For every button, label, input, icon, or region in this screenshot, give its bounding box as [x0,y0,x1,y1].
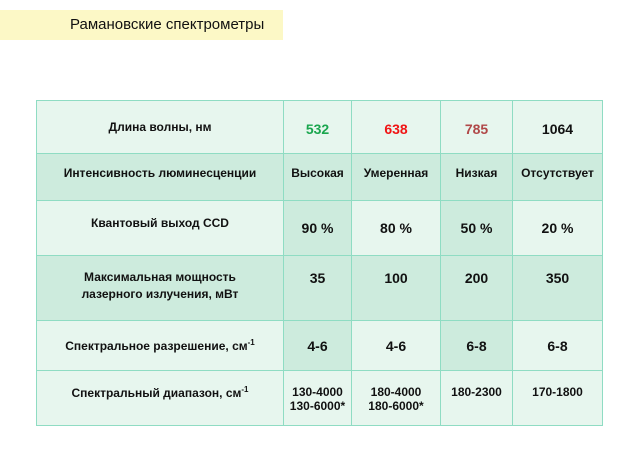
row-label: Максимальная мощность лазерного излучения… [36,255,284,321]
cell: 6-8 [512,320,603,371]
cell: Низкая [440,153,513,201]
table-row: Спектральный диапазон, см-1 130-4000 130-… [36,370,603,426]
range-line: 130-6000* [289,399,346,413]
table-row: Интенсивность люминесценции Высокая Умер… [36,153,603,201]
cell: Высокая [283,153,352,201]
cell: 180-2300 [440,370,513,426]
cell: 785 [440,100,513,154]
row-label: Спектральный диапазон, см-1 [36,370,284,426]
cell: 35 [283,255,352,321]
range-line: 180-6000* [368,399,424,413]
table-row: Спектральное разрешение, см-1 4-6 4-6 6-… [36,320,603,371]
cell: Умеренная [351,153,441,201]
label-line: Максимальная мощность [84,270,236,284]
table-row: Длина волны, нм 532 638 785 1064 [36,100,603,154]
cell: 638 [351,100,441,154]
label-text: Спектральный диапазон, см [71,386,242,400]
range-line: 130-4000 [292,385,343,399]
slide-title: Рамановские спектрометры [70,16,265,33]
label-line: лазерного излучения, мВт [81,287,239,301]
cell: 4-6 [351,320,441,371]
table-row: Максимальная мощность лазерного излучения… [36,255,603,321]
cell: 170-1800 [512,370,603,426]
table-row: Квантовый выход CCD 90 % 80 % 50 % 20 % [36,200,603,256]
cell: 20 % [512,200,603,256]
range-line: 180-4000 [370,385,422,399]
cell: 130-4000 130-6000* [283,370,352,426]
label-sup: -1 [241,385,249,394]
row-label: Квантовый выход CCD [36,200,284,256]
cell: 6-8 [440,320,513,371]
cell: 180-4000 180-6000* [351,370,441,426]
cell: 532 [283,100,352,154]
cell: 50 % [440,200,513,256]
spectrometer-table: Длина волны, нм 532 638 785 1064 Интенси… [36,100,603,426]
row-label: Длина волны, нм [36,100,284,154]
cell: 80 % [351,200,441,256]
cell: 200 [440,255,513,321]
cell: 100 [351,255,441,321]
range-line: 180-2300 [451,385,502,399]
cell: 4-6 [283,320,352,371]
cell: 1064 [512,100,603,154]
row-label: Спектральное разрешение, см-1 [36,320,284,371]
row-label: Интенсивность люминесценции [36,153,284,201]
cell: 90 % [283,200,352,256]
label-sup: -1 [247,338,255,347]
cell: 350 [512,255,603,321]
cell: Отсутствует [512,153,603,201]
label-text: Спектральное разрешение, см [65,339,248,353]
slide-title-box: Рамановские спектрометры [0,10,283,40]
range-line: 170-1800 [532,385,583,399]
